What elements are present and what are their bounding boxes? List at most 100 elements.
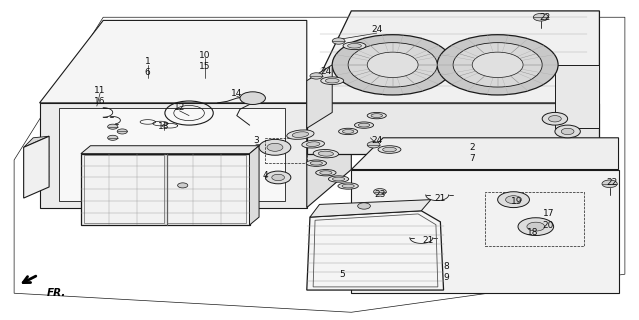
Ellipse shape	[358, 123, 370, 127]
Ellipse shape	[342, 184, 354, 188]
Text: 22: 22	[606, 178, 618, 187]
Circle shape	[437, 35, 558, 95]
Text: 24: 24	[320, 67, 332, 76]
Circle shape	[561, 128, 574, 135]
Text: 7: 7	[469, 154, 475, 163]
Text: 5: 5	[339, 270, 344, 279]
Bar	[485, 192, 583, 246]
Ellipse shape	[287, 130, 314, 139]
Ellipse shape	[318, 151, 334, 156]
Text: 3: 3	[253, 136, 259, 146]
Ellipse shape	[313, 149, 339, 158]
Ellipse shape	[338, 183, 358, 189]
Circle shape	[240, 92, 265, 105]
Text: 22: 22	[540, 13, 551, 22]
Polygon shape	[307, 65, 332, 128]
Ellipse shape	[321, 77, 344, 84]
Circle shape	[272, 174, 284, 180]
Circle shape	[107, 124, 118, 129]
Polygon shape	[555, 65, 599, 128]
Polygon shape	[81, 146, 259, 154]
Circle shape	[602, 180, 617, 188]
Bar	[59, 108, 284, 201]
Circle shape	[498, 192, 530, 208]
Text: 2: 2	[470, 143, 475, 152]
Polygon shape	[40, 103, 307, 208]
Ellipse shape	[320, 171, 332, 175]
Ellipse shape	[383, 147, 396, 152]
Text: 18: 18	[527, 228, 539, 237]
Circle shape	[518, 218, 553, 236]
Ellipse shape	[332, 177, 344, 181]
Text: 12: 12	[174, 103, 185, 112]
Circle shape	[348, 43, 437, 87]
Text: 15: 15	[199, 62, 211, 71]
Text: 8: 8	[444, 262, 450, 271]
Polygon shape	[81, 154, 249, 225]
Polygon shape	[307, 103, 599, 154]
Text: FR.: FR.	[47, 288, 66, 298]
Circle shape	[542, 112, 567, 125]
Circle shape	[367, 142, 380, 148]
Ellipse shape	[343, 130, 354, 133]
Text: 4: 4	[263, 172, 268, 180]
Circle shape	[374, 188, 387, 195]
Ellipse shape	[371, 114, 383, 117]
Polygon shape	[307, 11, 599, 103]
Text: 6: 6	[145, 68, 151, 77]
Circle shape	[527, 222, 544, 231]
Circle shape	[178, 183, 188, 188]
Ellipse shape	[325, 78, 339, 83]
Polygon shape	[351, 138, 619, 170]
Ellipse shape	[310, 161, 323, 165]
Circle shape	[117, 129, 127, 134]
Circle shape	[505, 196, 521, 204]
Text: 24: 24	[371, 136, 382, 146]
Text: 17: 17	[543, 209, 554, 219]
Ellipse shape	[306, 160, 327, 166]
Text: 10: 10	[199, 51, 211, 60]
Polygon shape	[249, 146, 259, 225]
Ellipse shape	[292, 132, 309, 138]
Polygon shape	[24, 136, 49, 198]
Circle shape	[332, 35, 453, 95]
Circle shape	[259, 140, 291, 155]
Ellipse shape	[328, 176, 349, 182]
Text: 21: 21	[422, 236, 433, 245]
Circle shape	[332, 38, 345, 44]
Bar	[84, 155, 164, 223]
Text: 9: 9	[444, 273, 450, 282]
Polygon shape	[307, 211, 443, 290]
Ellipse shape	[302, 140, 325, 148]
Ellipse shape	[348, 44, 362, 48]
Text: 1: 1	[145, 57, 151, 66]
Circle shape	[472, 52, 523, 77]
Text: 20: 20	[543, 220, 554, 229]
Circle shape	[310, 73, 323, 79]
Ellipse shape	[316, 170, 336, 176]
Text: 13: 13	[158, 122, 169, 131]
Circle shape	[265, 171, 291, 184]
Text: 16: 16	[95, 97, 105, 106]
Ellipse shape	[355, 122, 374, 128]
Circle shape	[358, 203, 371, 209]
Circle shape	[534, 13, 548, 21]
Circle shape	[548, 116, 561, 122]
Ellipse shape	[378, 146, 401, 153]
Bar	[265, 138, 307, 163]
Circle shape	[107, 135, 118, 140]
Circle shape	[555, 125, 580, 138]
Text: 21: 21	[435, 194, 446, 203]
Polygon shape	[351, 170, 619, 293]
Text: 23: 23	[374, 190, 385, 199]
Circle shape	[267, 143, 283, 151]
Ellipse shape	[339, 128, 358, 135]
Polygon shape	[40, 20, 307, 103]
Ellipse shape	[367, 112, 387, 119]
Bar	[167, 155, 246, 223]
Polygon shape	[310, 200, 431, 217]
Circle shape	[367, 52, 418, 77]
Ellipse shape	[306, 142, 320, 147]
Text: 11: 11	[95, 86, 105, 95]
Polygon shape	[24, 136, 49, 147]
